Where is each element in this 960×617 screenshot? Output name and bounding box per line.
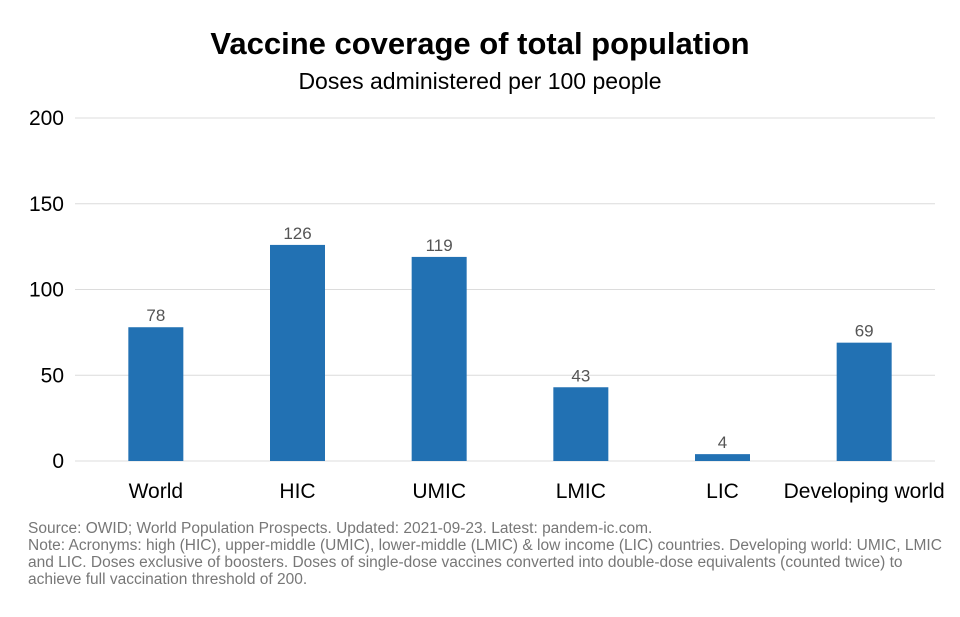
bar-chart: 0 50 100 150 200 78 126 119 43 4 69 World HIC UMIC L… (29, 107, 945, 503)
data-label: 43 (571, 366, 590, 385)
y-axis: 0 50 100 150 200 (29, 107, 64, 473)
bar (270, 244, 325, 461)
y-tick-label: 200 (29, 107, 64, 130)
y-tick-label: 50 (41, 364, 64, 387)
x-tick-label: UMIC (412, 480, 466, 503)
x-tick-label: LIC (706, 480, 739, 503)
chart-title: Vaccine coverage of total population (210, 26, 750, 61)
source-note: Source: OWID; World Population Prospects… (28, 520, 653, 537)
x-tick-label: Developing world (784, 480, 945, 503)
data-label: 119 (426, 236, 453, 255)
data-labels: 78 126 119 43 4 69 (146, 224, 873, 452)
chart-subtitle: Doses administered per 100 people (298, 68, 662, 94)
methodology-note: Note: Acronyms: high (HIC), upper-middle… (28, 537, 942, 588)
y-tick-label: 0 (52, 450, 64, 473)
x-tick-label: LMIC (556, 480, 606, 503)
data-label: 69 (855, 322, 874, 341)
data-label: 78 (146, 306, 165, 325)
bar (836, 342, 892, 461)
x-axis: World HIC UMIC LMIC LIC Developing world (129, 480, 945, 503)
y-tick-label: 150 (29, 193, 64, 216)
bar (695, 454, 750, 461)
y-tick-label: 100 (29, 279, 64, 302)
data-label: 126 (283, 224, 311, 243)
bars (128, 244, 892, 461)
bar (553, 387, 609, 461)
chart-footer: Source: OWID; World Population Prospects… (28, 520, 958, 588)
x-tick-label: HIC (279, 480, 315, 503)
bar (128, 327, 184, 461)
x-tick-label: World (129, 480, 183, 503)
bar (411, 256, 467, 461)
data-label: 4 (718, 433, 727, 452)
gridlines (75, 117, 935, 462)
